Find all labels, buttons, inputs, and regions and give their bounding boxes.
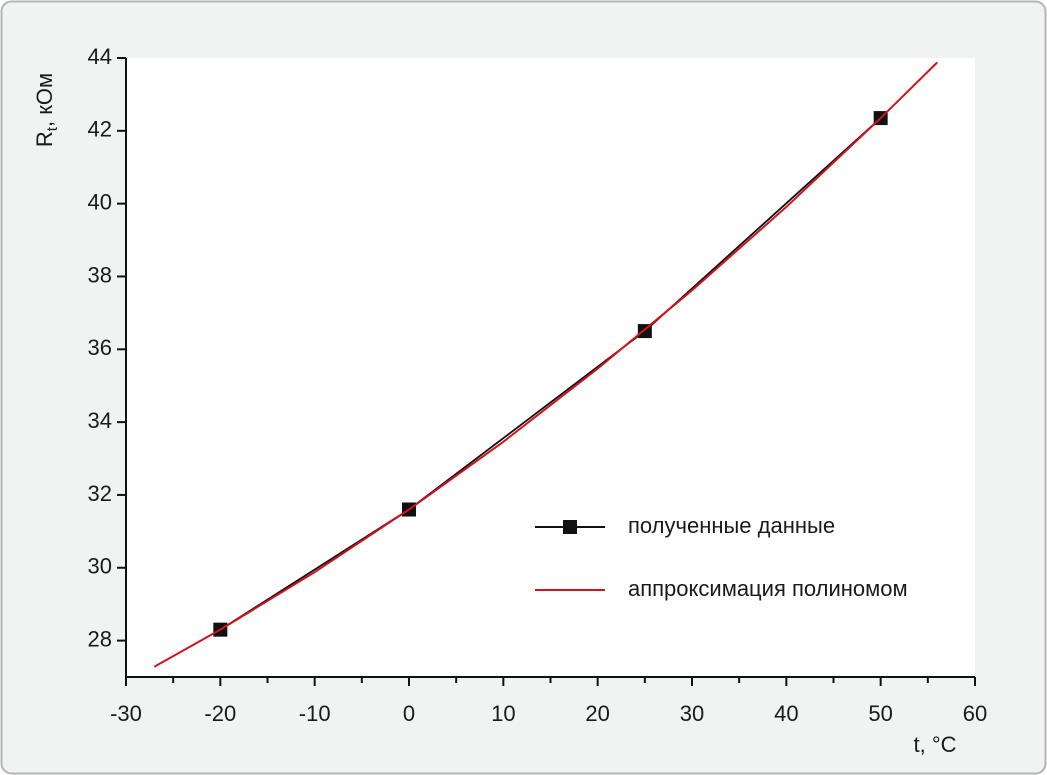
legend-marker: [563, 520, 577, 534]
x-axis-label: t, °C: [913, 732, 956, 757]
legend-label: полученные данные: [628, 513, 835, 538]
y-axis-label: Rt, кОм: [32, 73, 61, 147]
x-tick-label: 30: [680, 701, 704, 726]
y-tick-label: 30: [88, 554, 112, 579]
x-tick-label: 50: [868, 701, 892, 726]
y-tick-label: 36: [88, 335, 112, 360]
x-tick-label: -20: [204, 701, 236, 726]
x-tick-label: -30: [110, 701, 142, 726]
y-tick-label: 42: [88, 117, 112, 142]
x-tick-label: 40: [774, 701, 798, 726]
x-tick-label: 60: [963, 701, 987, 726]
y-tick-label: 44: [88, 44, 112, 69]
y-tick-label: 34: [88, 408, 112, 433]
x-tick-label: 20: [585, 701, 609, 726]
series-line: [219, 117, 882, 631]
y-label-rest: , кОм: [32, 73, 57, 127]
x-tick-label: 10: [491, 701, 515, 726]
x-tick-label: -10: [299, 701, 331, 726]
legend-label: аппроксимация полиномом: [628, 576, 908, 601]
y-tick-label: 28: [88, 626, 112, 651]
x-tick-label: 0: [403, 701, 415, 726]
y-tick-label: 32: [88, 481, 112, 506]
series-line: [153, 61, 938, 668]
y-tick-label: 40: [88, 189, 112, 214]
y-tick-label: 38: [88, 262, 112, 287]
y-label-main: R: [32, 131, 57, 147]
y-label-sub: t: [44, 126, 61, 131]
